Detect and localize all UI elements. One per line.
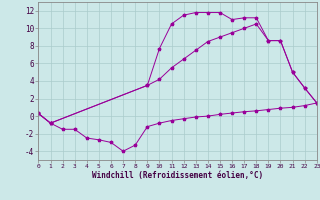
X-axis label: Windchill (Refroidissement éolien,°C): Windchill (Refroidissement éolien,°C) — [92, 171, 263, 180]
